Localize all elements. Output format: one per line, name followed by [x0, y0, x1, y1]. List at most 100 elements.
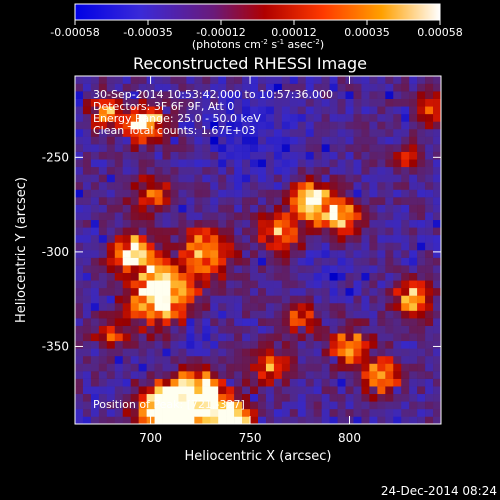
heatmap-cell	[329, 106, 338, 115]
heatmap-cell	[226, 272, 235, 281]
heatmap-cell	[385, 371, 394, 379]
heatmap-cell	[401, 174, 410, 183]
heatmap-cell	[297, 98, 307, 107]
heatmap-cell	[409, 212, 418, 221]
heatmap-cell	[106, 242, 116, 251]
heatmap-cell	[417, 174, 426, 183]
heatmap-cell	[297, 121, 307, 130]
heatmap-cell	[154, 272, 163, 281]
heatmap-cell	[75, 371, 84, 379]
heatmap-cell	[393, 386, 402, 395]
heatmap-cell	[297, 174, 307, 183]
heatmap-cell	[122, 83, 131, 92]
heatmap-cell	[234, 371, 243, 379]
heatmap-cell	[369, 386, 378, 395]
heatmap-cell	[369, 98, 378, 107]
heatmap-cell	[329, 348, 338, 357]
heatmap-cell	[122, 227, 131, 236]
heatmap-cell	[273, 83, 283, 92]
heatmap-cell	[122, 340, 131, 349]
heatmap-cell	[417, 166, 426, 175]
heatmap-cell	[226, 151, 235, 160]
heatmap-cell	[146, 325, 155, 334]
heatmap-cell	[393, 348, 402, 357]
heatmap-cell	[178, 340, 187, 349]
heatmap-cell	[250, 401, 259, 410]
heatmap-cell	[433, 318, 441, 326]
heatmap-cell	[433, 219, 441, 228]
heatmap-cell	[98, 181, 108, 190]
heatmap-cell	[265, 408, 275, 417]
heatmap-cell	[106, 378, 116, 387]
heatmap-cell	[75, 113, 84, 122]
heatmap-cell	[377, 106, 386, 115]
heatmap-cell	[369, 302, 378, 311]
heatmap-cell	[337, 325, 346, 334]
heatmap-cell	[289, 106, 299, 115]
heatmap-cell	[186, 242, 195, 251]
heatmap-cell	[98, 393, 108, 402]
heatmap-cell	[258, 340, 267, 349]
heatmap-cell	[289, 151, 299, 160]
heatmap-cell	[337, 136, 346, 145]
heatmap-cell	[178, 234, 187, 243]
heatmap-cell	[273, 363, 283, 372]
heatmap-cell	[194, 174, 203, 183]
heatmap-cell	[170, 378, 179, 387]
heatmap-cell	[146, 378, 155, 387]
heatmap-cell	[162, 159, 171, 168]
heatmap-cell	[313, 333, 322, 342]
heatmap-cell	[345, 371, 354, 379]
heatmap-cell	[345, 348, 354, 357]
heatmap-cell	[281, 310, 291, 319]
heatmap-cell	[305, 219, 314, 228]
heatmap-cell	[82, 98, 92, 107]
heatmap-cell	[178, 76, 187, 84]
heatmap-cell	[98, 272, 108, 281]
heatmap-cell	[130, 250, 139, 258]
heatmap-cell	[337, 151, 346, 160]
heatmap-cell	[385, 386, 394, 395]
heatmap-cell	[377, 363, 386, 372]
heatmap-cell	[321, 219, 330, 228]
heatmap-cell	[226, 136, 235, 145]
heatmap-cell	[385, 363, 394, 372]
heatmap-cell	[90, 318, 100, 326]
heatmap-cell	[353, 83, 362, 92]
heatmap-cell	[122, 166, 131, 175]
heatmap-cell	[90, 302, 100, 311]
heatmap-cell	[194, 287, 203, 296]
heatmap-cell	[265, 197, 275, 205]
colorbar-tick-label: 0.00058	[417, 26, 463, 39]
heatmap-cell	[242, 227, 251, 236]
heatmap-cell	[98, 234, 108, 243]
heatmap-cell	[170, 128, 179, 137]
heatmap-cell	[130, 325, 139, 334]
heatmap-cell	[106, 166, 116, 175]
heatmap-cell	[265, 136, 275, 145]
heatmap-cell	[114, 348, 124, 357]
heatmap-cell	[337, 386, 346, 395]
heatmap-cell	[353, 234, 362, 243]
heatmap-cell	[218, 204, 227, 213]
heatmap-cell	[122, 121, 131, 130]
heatmap-cell	[409, 340, 418, 349]
heatmap-cell	[242, 250, 251, 258]
heatmap-cell	[106, 151, 116, 160]
heatmap-cell	[82, 181, 92, 190]
heatmap-cell	[273, 393, 283, 402]
heatmap-cell	[417, 212, 426, 221]
heatmap-cell	[377, 212, 386, 221]
heatmap-cell	[138, 76, 147, 84]
heatmap-cell	[393, 272, 402, 281]
heatmap-cell	[353, 257, 362, 266]
heatmap-cell	[122, 250, 131, 258]
heatmap-cell	[369, 128, 378, 137]
heatmap-cell	[210, 386, 219, 395]
heatmap-cell	[82, 189, 92, 198]
heatmap-cell	[401, 197, 410, 205]
heatmap-cell	[226, 378, 235, 387]
heatmap-cell	[377, 136, 386, 145]
heatmap-cell	[281, 212, 291, 221]
heatmap-cell	[202, 318, 211, 326]
